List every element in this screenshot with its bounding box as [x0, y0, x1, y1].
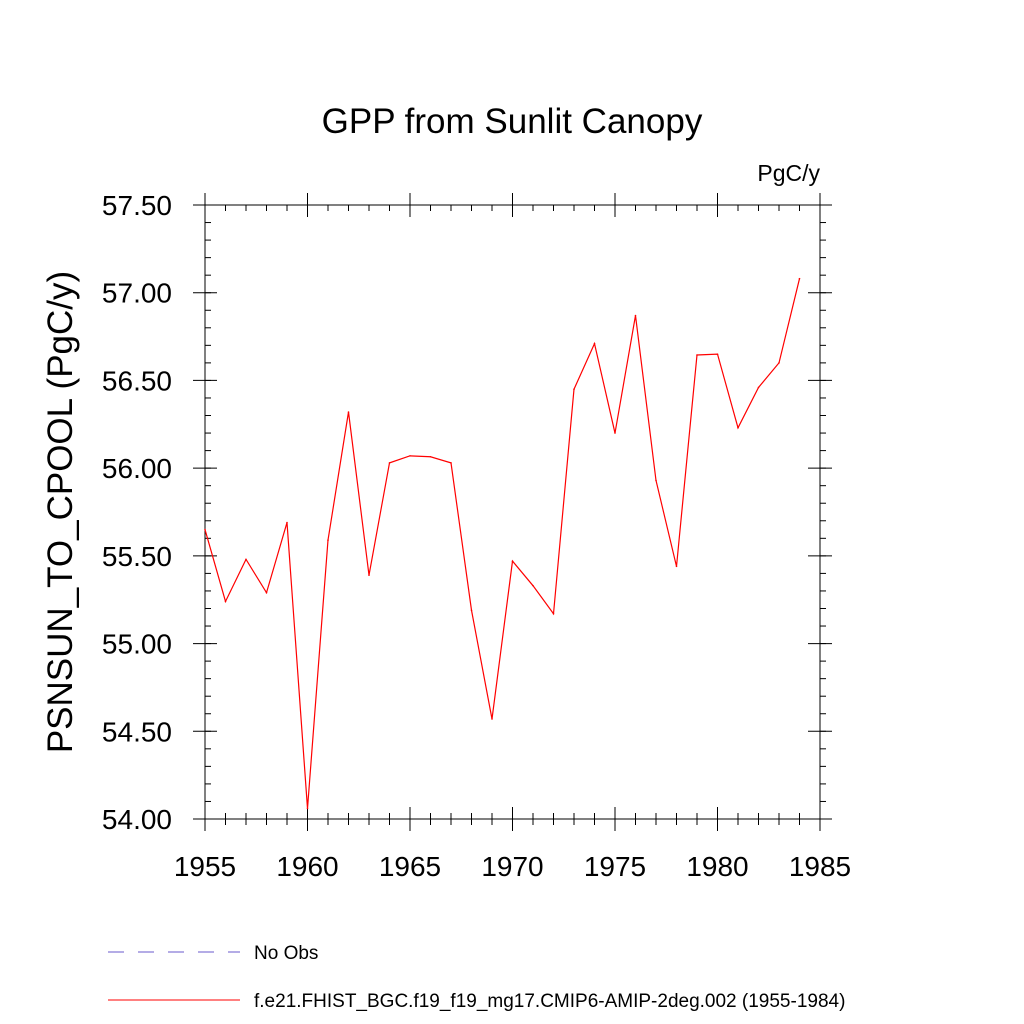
chart-title: GPP from Sunlit Canopy: [322, 102, 703, 141]
x-tick-label: 1965: [379, 851, 441, 882]
y-tick-label: 54.50: [102, 716, 172, 747]
data-point: [716, 353, 719, 355]
data-point: [675, 565, 678, 568]
x-tick-label: 1955: [174, 851, 236, 882]
units-label: PgC/y: [757, 160, 820, 186]
axis-ticks: [193, 193, 832, 831]
data-point: [470, 609, 473, 612]
data-point: [347, 411, 350, 413]
data-point: [245, 558, 247, 561]
data-point: [429, 455, 432, 458]
legend: No Obs f.e21.FHIST_BGC.f19_f19_mg17.CMIP6…: [108, 943, 845, 1012]
y-tick-label: 57.00: [102, 278, 172, 309]
data-point: [409, 455, 411, 457]
data-point: [306, 807, 309, 810]
y-tick-label: 56.00: [102, 453, 172, 484]
data-point: [265, 591, 268, 594]
data-point: [614, 432, 616, 434]
x-tick-label: 1975: [584, 851, 646, 882]
y-tick-label: 56.50: [102, 365, 172, 396]
data-point: [368, 574, 370, 576]
data-point: [655, 479, 657, 482]
data-point: [388, 462, 391, 464]
data-point: [224, 600, 227, 603]
y-tick-label: 55.00: [102, 629, 172, 660]
data-point: [552, 612, 555, 615]
legend-label-1: No Obs: [254, 943, 318, 964]
data-point: [737, 426, 739, 429]
data-point: [286, 521, 288, 524]
y-tick-label: 55.50: [102, 541, 172, 572]
data-point: [491, 718, 493, 720]
data-point: [204, 528, 206, 531]
x-tick-label: 1970: [481, 851, 543, 882]
data-point: [798, 277, 801, 280]
data-point: [450, 462, 452, 464]
x-tick-label: 1980: [686, 851, 748, 882]
legend-label-2: f.e21.FHIST_BGC.f19_f19_mg17.CMIP6-AMIP-…: [254, 991, 845, 1012]
data-point: [327, 539, 329, 541]
data-point: [532, 584, 534, 587]
data-point: [778, 362, 780, 364]
data-point: [573, 388, 575, 391]
series-line: [204, 278, 801, 809]
plot-frame: [204, 204, 821, 820]
data-point: [757, 386, 760, 389]
y-axis-title: PSNSUN_TO_CPOOL (PgC/y): [41, 271, 80, 753]
series-layer: [204, 277, 801, 810]
axis-tick-labels: 1955 1960 1965 1970 1975 1980 1985 54.00 54.50 55…: [102, 190, 851, 882]
x-tick-label: 1985: [789, 851, 851, 882]
x-tick-label: 1960: [276, 851, 338, 882]
y-tick-label: 57.50: [102, 190, 172, 221]
data-point: [696, 354, 698, 356]
data-point: [593, 342, 596, 345]
data-point: [634, 314, 637, 317]
y-tick-label: 54.00: [102, 804, 172, 835]
data-point: [511, 560, 514, 562]
